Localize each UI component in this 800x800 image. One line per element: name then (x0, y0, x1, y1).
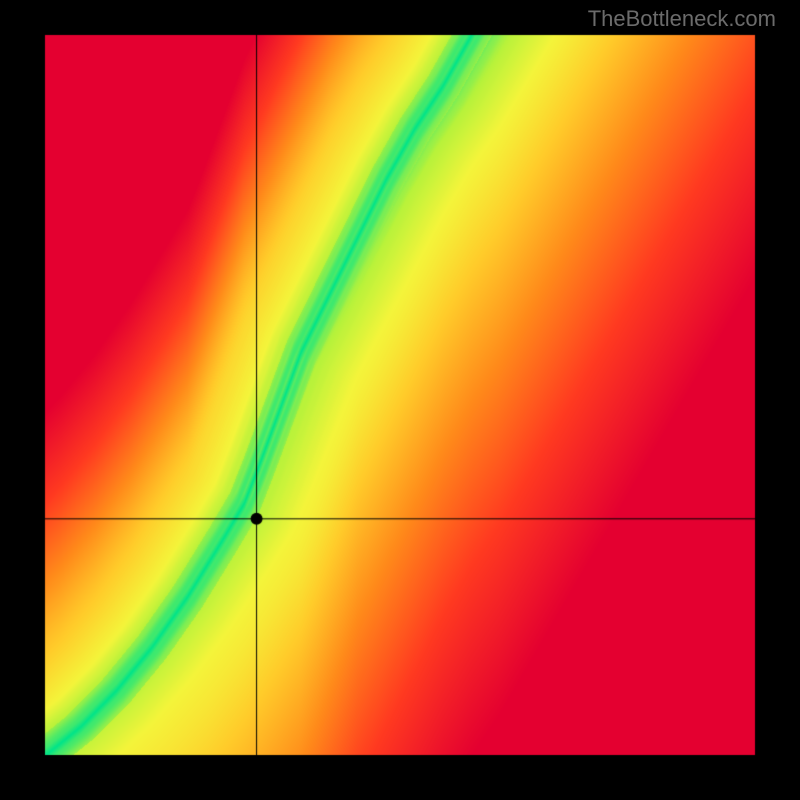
watermark-text: TheBottleneck.com (588, 6, 776, 32)
bottleneck-heatmap (0, 0, 800, 800)
heatmap-canvas (0, 0, 800, 800)
